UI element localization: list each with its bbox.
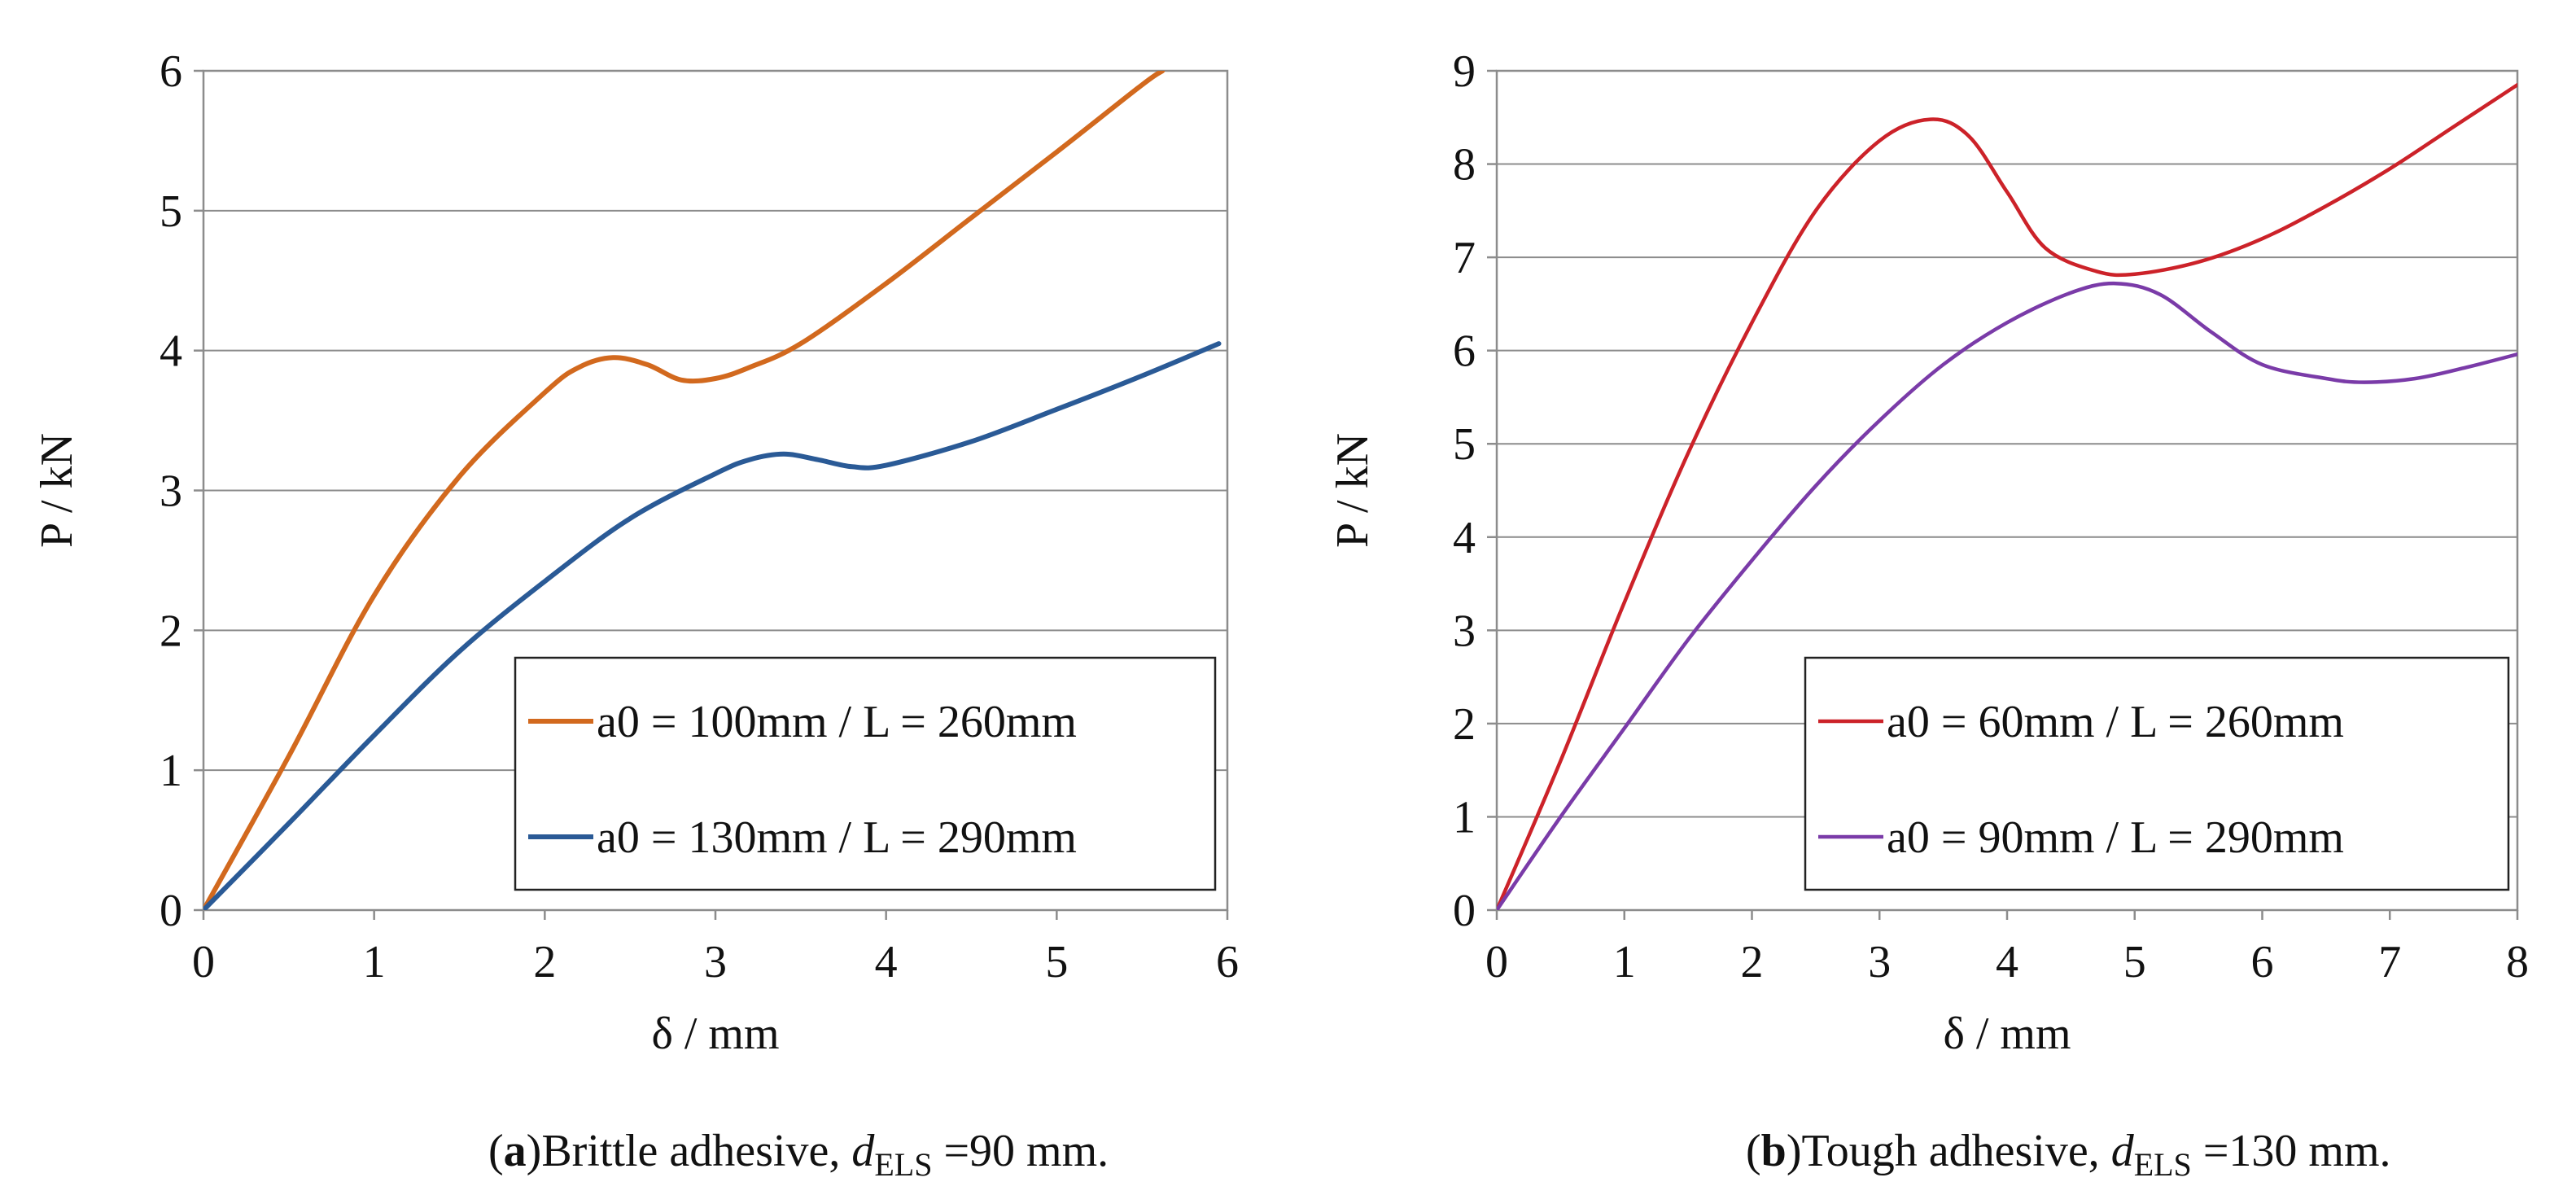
x-tick-label: 1 [363, 937, 386, 987]
y-axis-label: P / kN [1327, 433, 1378, 548]
x-axis-label: δ / mm [1943, 1009, 2071, 1059]
chart-panel-b: 0 1 2 3 4 5 6 7 8 9 0 1 2 3 4 5 6 7 8 δ / mm P / kN a0 = 60mm… [1327, 46, 2529, 1183]
y-tick-label: 2 [1453, 699, 1476, 750]
x-tick-label: 3 [1868, 937, 1891, 987]
x-tick-label: 1 [1613, 937, 1636, 987]
series-line-2 [1497, 281, 2517, 910]
x-tick-label: 4 [1996, 937, 2018, 987]
legend-label-1: a0 = 60mm / L = 260mm [1887, 697, 2344, 747]
caption-label: b [1761, 1126, 1787, 1176]
series-line-1 [1497, 82, 2517, 910]
y-tick-label: 7 [1453, 233, 1476, 283]
caption-rest: =90 mm. [932, 1126, 1109, 1176]
caption-paren-close: ) [1787, 1126, 1802, 1176]
y-tick-label: 0 [160, 886, 182, 936]
caption-sub: ELS [874, 1146, 932, 1183]
y-tick-label: 2 [160, 606, 182, 656]
caption: (b)Tough adhesive, dELS =130 mm. [1746, 1126, 2391, 1183]
y-tick-label: 6 [1453, 326, 1476, 377]
y-tick-label: 9 [1453, 46, 1476, 97]
caption-label: a [504, 1126, 527, 1176]
legend-box [1804, 656, 2510, 891]
x-tick-label: 4 [875, 937, 898, 987]
y-tick-label: 6 [160, 46, 182, 97]
caption-text: Tough adhesive, [1801, 1126, 2110, 1176]
y-tick-label: 3 [1453, 606, 1476, 656]
chart-panel-a: 0 1 2 3 4 5 6 0 1 2 3 4 5 6 δ / mm P / kN a0 = 100mm / L… [32, 46, 1239, 1183]
x-axis-label: δ / mm [651, 1009, 779, 1059]
x-tick-label: 3 [704, 937, 727, 987]
y-tick-label: 8 [1453, 140, 1476, 190]
x-tick-label: 2 [1741, 937, 1764, 987]
legend-label-2: a0 = 130mm / L = 290mm [597, 812, 1077, 863]
y-tick-label: 1 [1453, 792, 1476, 843]
y-tick-label: 4 [160, 326, 182, 377]
caption-sub: ELS [2134, 1146, 2192, 1183]
y-tick-label: 1 [160, 746, 182, 796]
x-tick-label: 6 [1216, 937, 1239, 987]
x-tick-label: 5 [1045, 937, 1068, 987]
y-tick-label: 3 [160, 466, 182, 517]
caption-rest: =130 mm. [2192, 1126, 2391, 1176]
series-line-1 [203, 71, 1166, 910]
y-axis-label: P / kN [32, 433, 82, 548]
legend-label-2: a0 = 90mm / L = 290mm [1887, 812, 2344, 863]
x-tick-label: 6 [2251, 937, 2274, 987]
x-tick-label: 8 [2506, 937, 2529, 987]
y-tick-label: 5 [1453, 419, 1476, 470]
caption-paren-close: ) [527, 1126, 542, 1176]
x-tick-label: 0 [1485, 937, 1508, 987]
x-tick-label: 2 [533, 937, 556, 987]
y-tick-label: 5 [160, 186, 182, 237]
caption-var: d [2111, 1126, 2135, 1176]
y-tick-label: 0 [1453, 886, 1476, 936]
caption-paren-open: ( [1746, 1126, 1761, 1176]
x-tick-label: 5 [2123, 937, 2146, 987]
series-line-2 [203, 341, 1222, 910]
legend-label-1: a0 = 100mm / L = 260mm [597, 697, 1077, 747]
caption-var: d [851, 1126, 875, 1176]
x-tick-label: 0 [192, 937, 215, 987]
y-tick-label: 4 [1453, 513, 1476, 563]
x-tick-label: 7 [2378, 937, 2401, 987]
legend-box [514, 656, 1217, 891]
caption-text: Brittle adhesive, [541, 1126, 851, 1176]
caption-paren-open: ( [488, 1126, 504, 1176]
caption: (a)Brittle adhesive, dELS =90 mm. [488, 1126, 1109, 1183]
